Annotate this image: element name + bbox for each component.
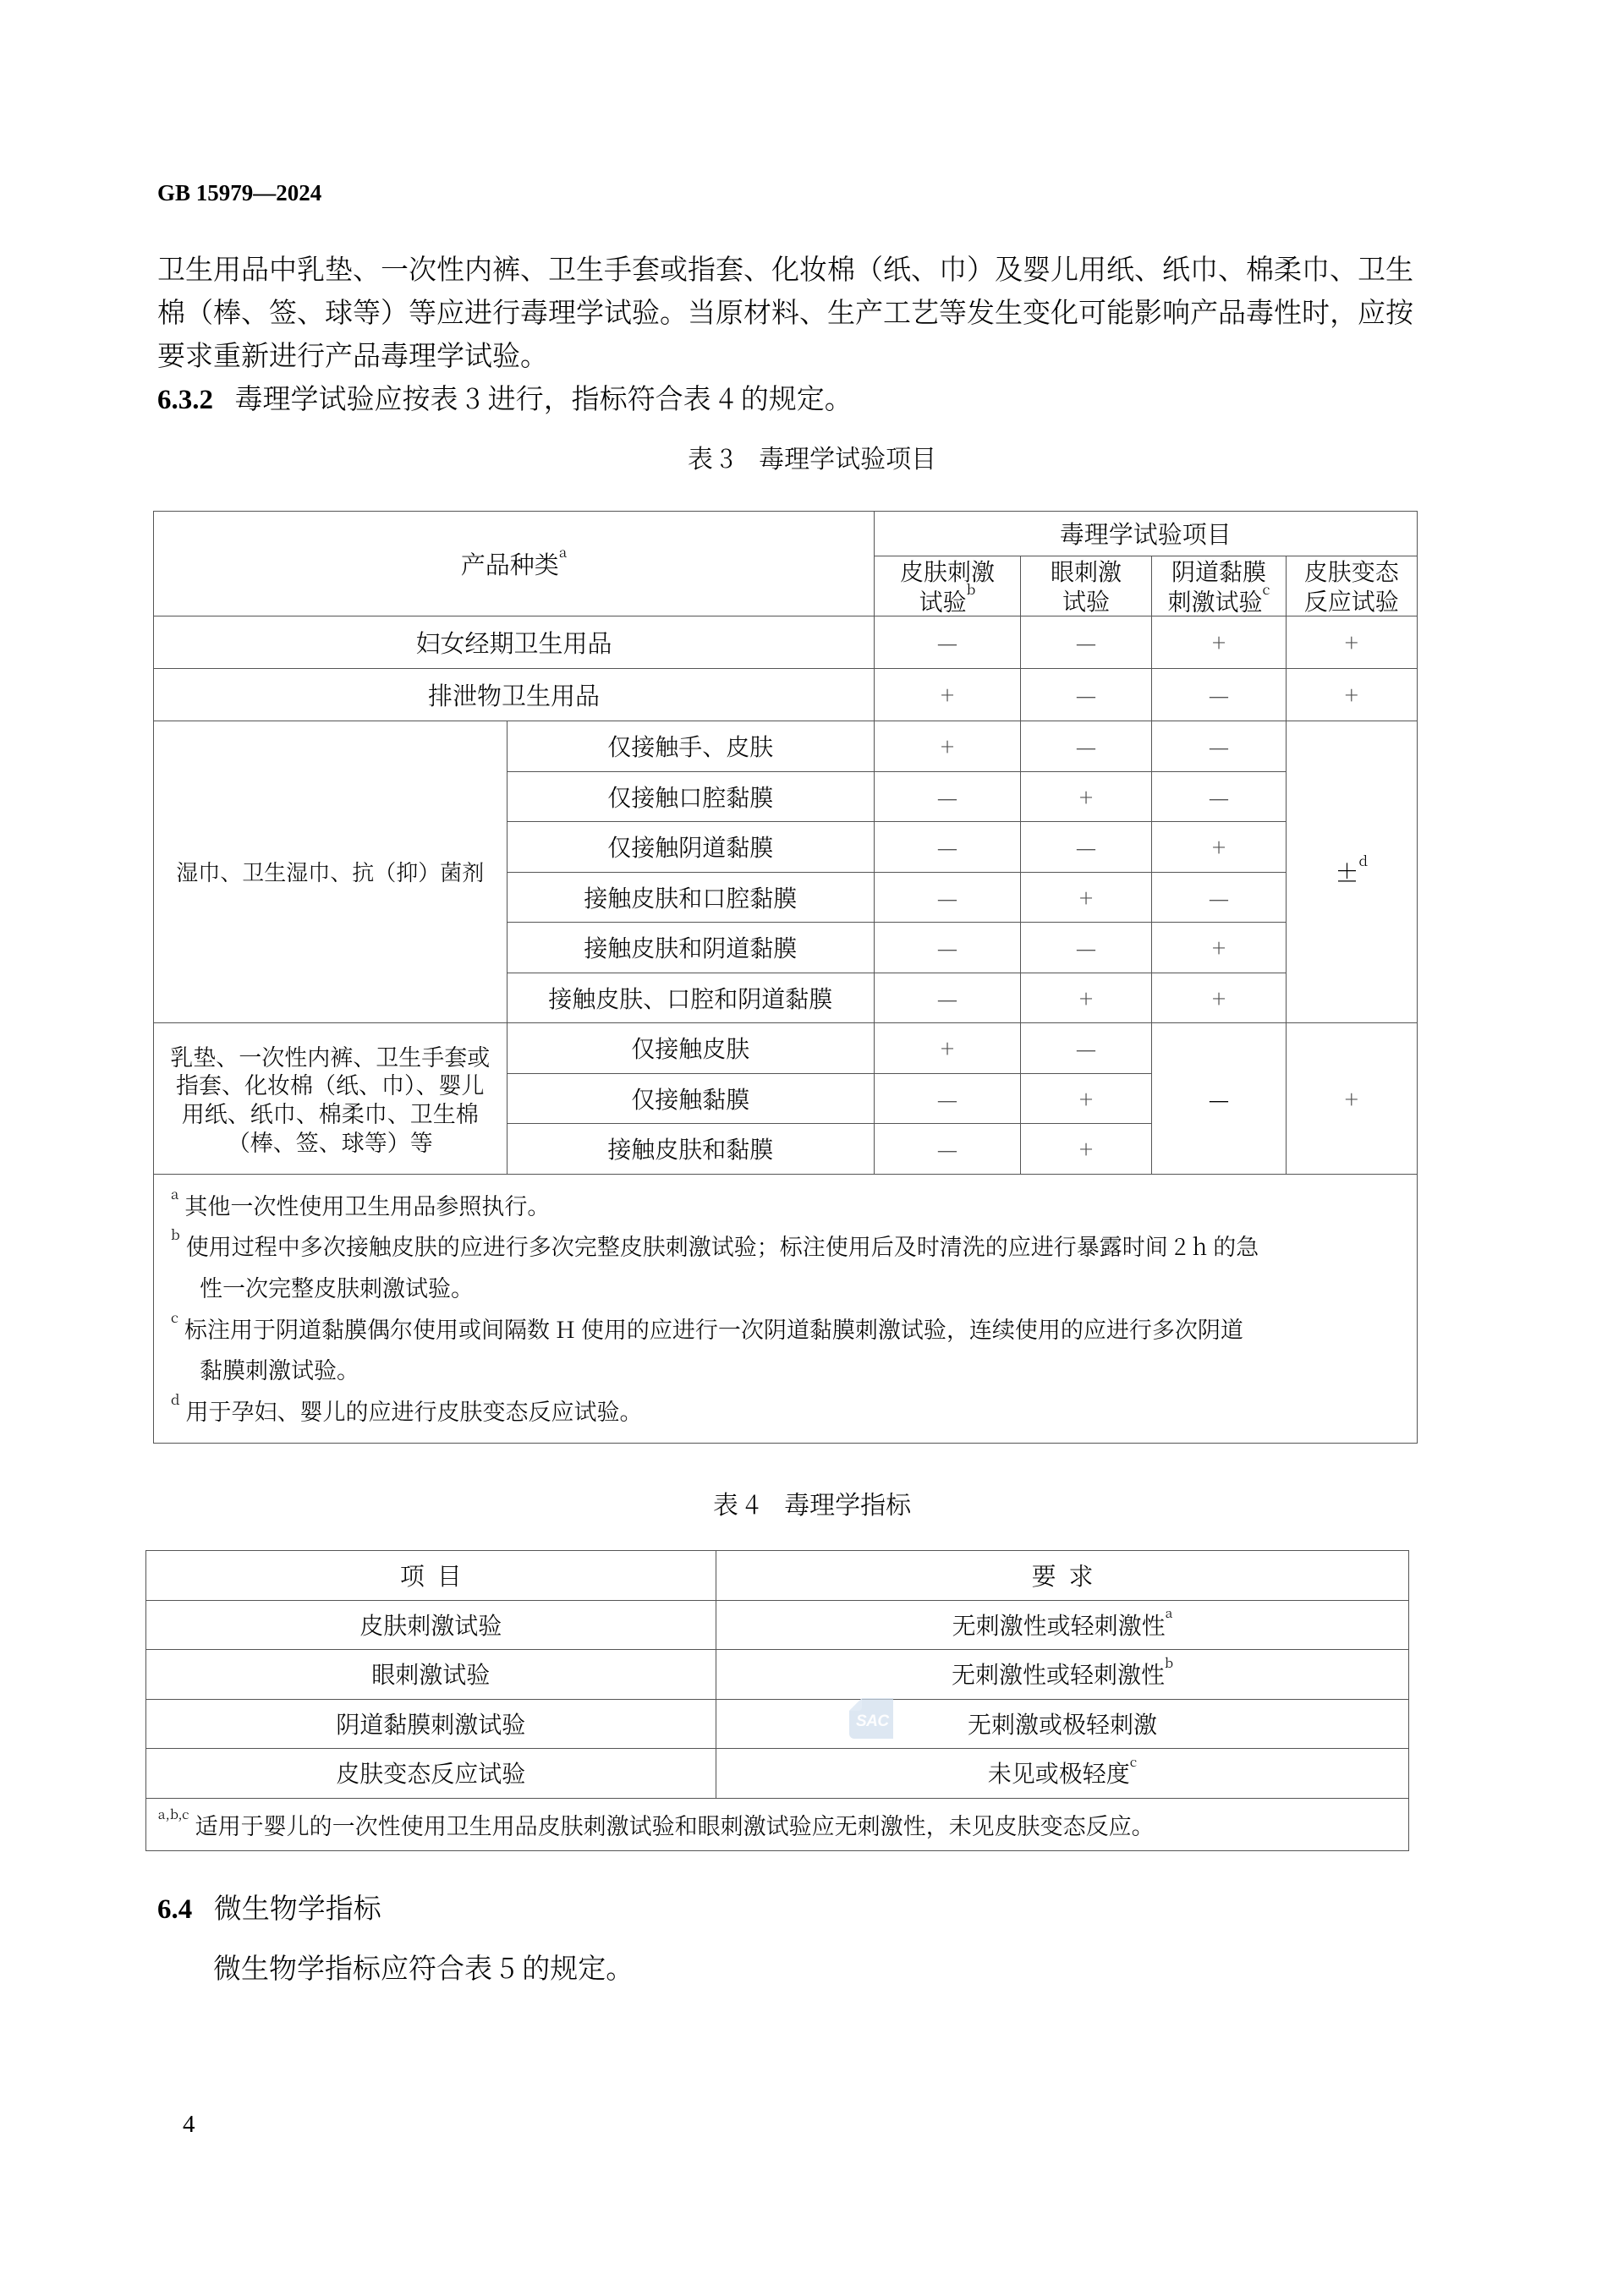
- svg-text:SAC: SAC: [856, 1712, 889, 1730]
